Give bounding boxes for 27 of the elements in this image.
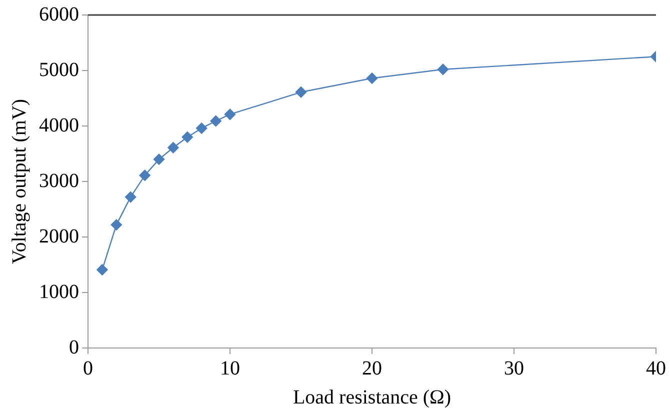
x-tick-label: 10 bbox=[220, 357, 240, 380]
x-tick-label: 0 bbox=[83, 357, 93, 380]
point bbox=[210, 115, 222, 127]
point bbox=[153, 154, 165, 165]
point bbox=[110, 219, 122, 230]
y-tick-label: 0 bbox=[69, 336, 79, 358]
y-tick-label: 2000 bbox=[39, 225, 79, 248]
point bbox=[196, 122, 208, 134]
x-tick-label: 40 bbox=[646, 357, 666, 380]
point bbox=[125, 191, 136, 203]
point bbox=[366, 72, 378, 84]
point bbox=[139, 170, 150, 181]
y-tick-label: 1000 bbox=[39, 280, 79, 303]
x-axis-title: Load resistance (Ω) bbox=[292, 386, 452, 408]
y-tick-label: 4000 bbox=[39, 114, 79, 136]
y-axis-title: Voltage output (mV) bbox=[8, 98, 30, 264]
x-tick-label: 30 bbox=[504, 357, 524, 380]
x-tick-label: 20 bbox=[362, 357, 382, 380]
point bbox=[437, 64, 449, 75]
point bbox=[295, 86, 307, 98]
y-tick-label: 5000 bbox=[39, 58, 79, 81]
point bbox=[224, 108, 236, 120]
point bbox=[182, 132, 193, 143]
y-tick-label: 3000 bbox=[39, 170, 79, 192]
point bbox=[96, 264, 108, 276]
y-tick-label: 6000 bbox=[39, 3, 79, 26]
point bbox=[168, 142, 179, 154]
